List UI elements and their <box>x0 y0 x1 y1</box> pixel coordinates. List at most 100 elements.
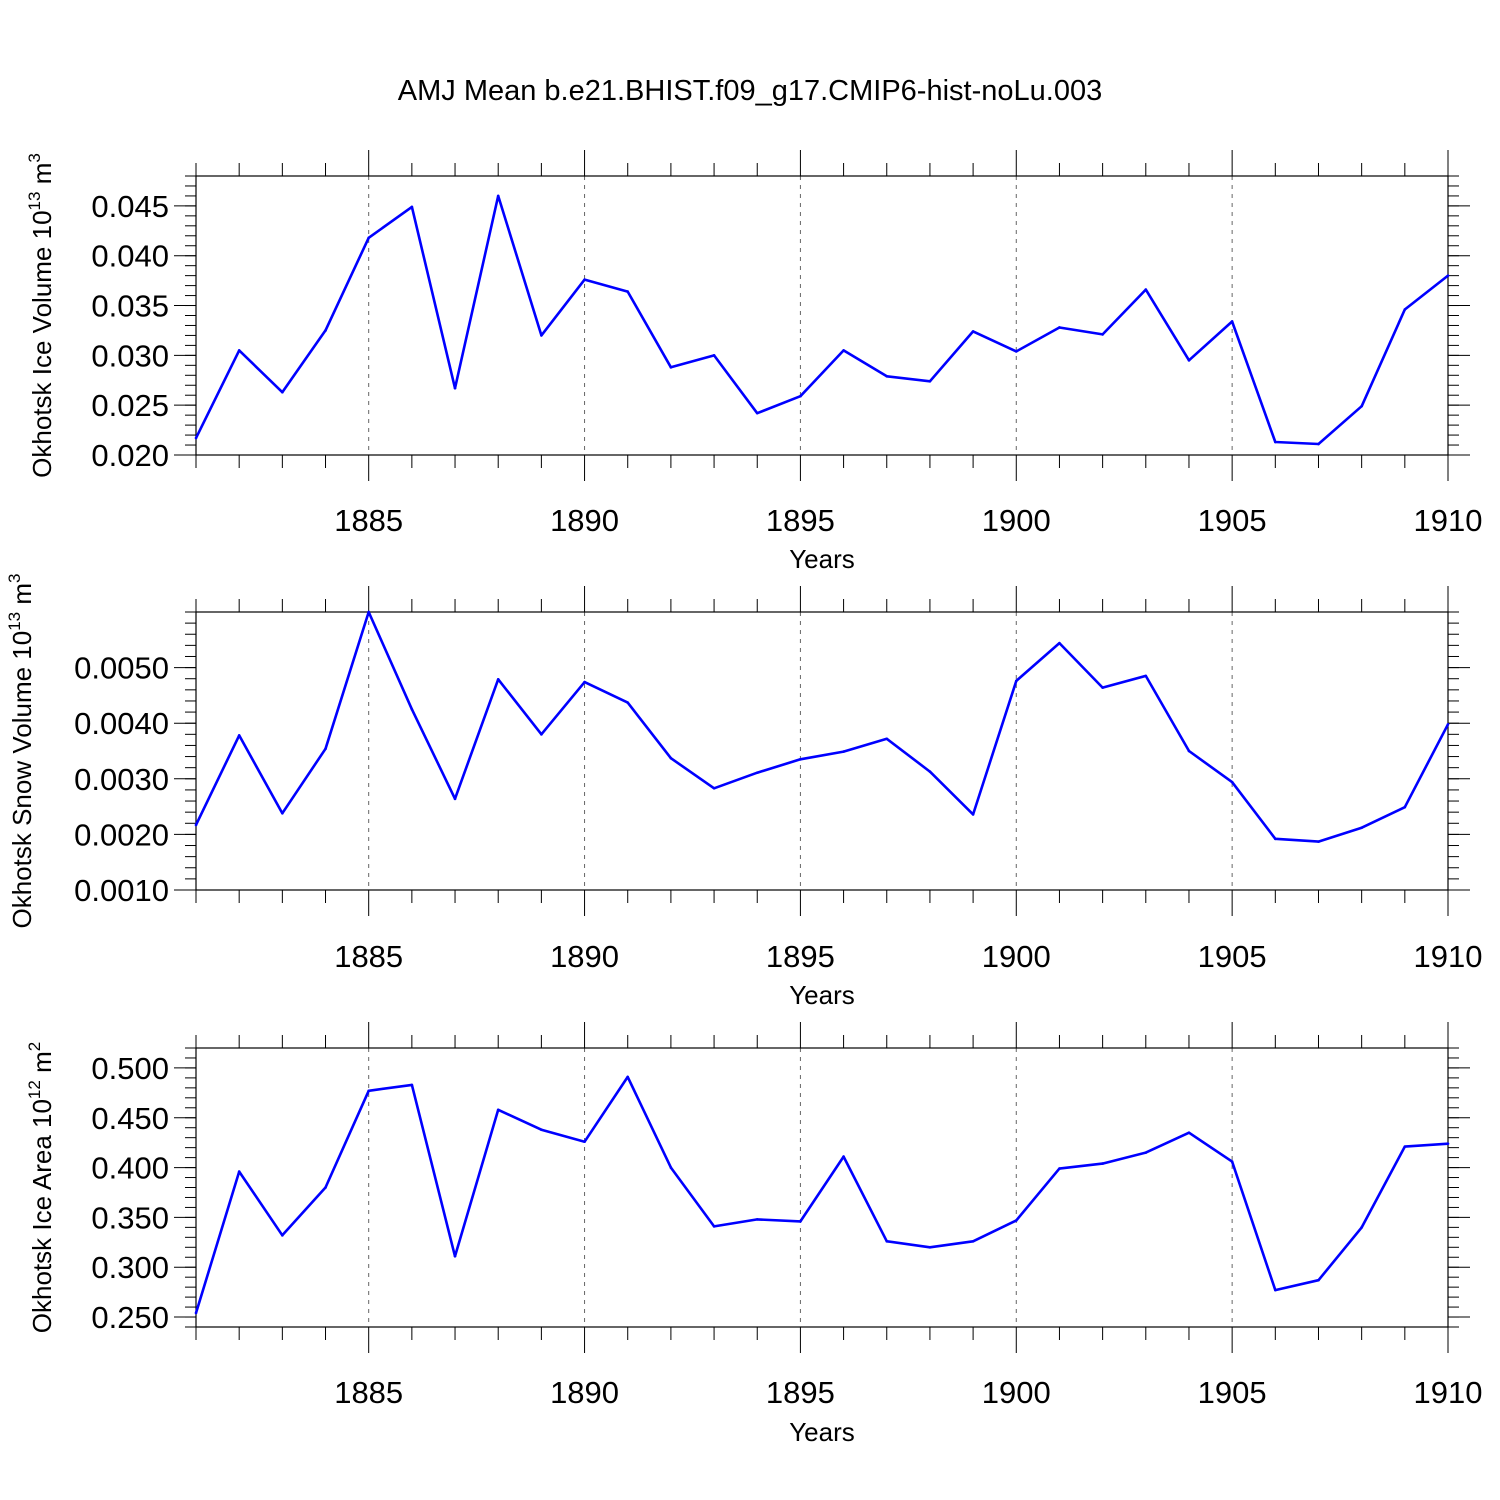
y-tick-label: 0.045 <box>91 189 169 224</box>
data-point <box>669 1166 673 1169</box>
data-point <box>324 1186 327 1189</box>
data-point <box>281 811 284 815</box>
y-tick-label: 0.020 <box>91 438 169 473</box>
data-point <box>1317 1278 1320 1282</box>
data-point <box>194 436 198 440</box>
y-tick-label: 0.0040 <box>74 706 169 741</box>
data-point <box>583 278 586 281</box>
x-tick-label: 1905 <box>1198 1375 1267 1410</box>
data-point <box>626 1075 630 1079</box>
panel-ice-area: 0.250 0.300 0.350 0.400 0.450 0.500 1885 1890 18… <box>25 1022 1482 1447</box>
data-point <box>281 390 284 394</box>
y-tick-label: 0.030 <box>91 338 169 373</box>
x-tick-label: 1885 <box>334 503 403 538</box>
data-point <box>1144 674 1148 678</box>
data-point <box>1360 404 1363 408</box>
x-tick-label: 1885 <box>334 939 403 974</box>
data-point <box>410 205 414 209</box>
data-point <box>1014 350 1018 353</box>
data-point <box>1101 333 1104 336</box>
data-point <box>755 1218 759 1221</box>
data-point <box>1014 1219 1018 1222</box>
y-tick-label: 0.0020 <box>74 817 169 852</box>
data-point <box>1101 1162 1104 1165</box>
data-point <box>237 1170 241 1173</box>
plot-frame <box>195 611 1449 891</box>
data-point <box>1317 442 1320 446</box>
x-tick-label: 1890 <box>550 503 619 538</box>
y-axis-title-ylabel-unit-exp: 3 <box>25 153 44 162</box>
x-tick-label: 1895 <box>766 503 835 538</box>
data-point <box>237 349 241 352</box>
data-point <box>496 677 500 681</box>
x-tick-label: 1900 <box>982 503 1051 538</box>
y-tick-label: 0.450 <box>91 1101 169 1136</box>
y-axis-title: Okhotsk Ice Volume 1013 m3 <box>25 153 57 478</box>
data-point <box>1144 1151 1148 1154</box>
data-point <box>1317 840 1320 843</box>
x-axis-title: Years <box>789 980 855 1010</box>
data-point <box>971 330 975 333</box>
data-point <box>799 758 802 761</box>
data-point <box>1446 723 1450 726</box>
data-point <box>1058 326 1061 329</box>
y-axis-title-ylabel: Okhotsk Snow Volume <box>7 660 37 929</box>
y-axis-title-ylabel-exp: 12 <box>25 1080 44 1099</box>
series-line <box>194 1075 1449 1314</box>
data-point <box>755 411 759 415</box>
data-point <box>1446 274 1450 277</box>
data-point <box>842 349 845 352</box>
data-point <box>842 1155 845 1158</box>
x-tick-label: 1910 <box>1414 503 1483 538</box>
data-point <box>669 366 673 369</box>
data-point <box>496 1108 500 1112</box>
x-tick-label: 1885 <box>334 1375 403 1410</box>
data-point <box>1403 308 1407 311</box>
panel-snow-volume: 0.0010 0.0020 0.0030 0.0040 0.0050 1885 1890 18… <box>5 573 1482 1010</box>
data-point <box>367 610 370 614</box>
y-axis-title-ylabel-unit: m <box>27 1051 57 1080</box>
data-point <box>1274 440 1277 444</box>
y-axis-title-ylabel: Okhotsk Ice Area <box>27 1128 57 1333</box>
y-axis-title-ylabel-exp: 13 <box>5 612 24 631</box>
y-axis-title-ylabel-unit-exp: 3 <box>5 573 24 582</box>
data-point <box>928 379 932 383</box>
data-point <box>1360 1226 1363 1229</box>
y-axis-title-ylabel-power: 10 <box>27 210 57 239</box>
y-axis-title-ylabel-unit: m <box>27 163 57 192</box>
data-point <box>971 813 975 816</box>
data-point <box>583 680 586 684</box>
x-tick-label: 1910 <box>1414 939 1483 974</box>
y-tick-label: 0.0030 <box>74 762 169 797</box>
x-axis-title: Years <box>789 1417 855 1447</box>
x-tick-label: 1910 <box>1414 1375 1483 1410</box>
x-tick-label: 1900 <box>982 939 1051 974</box>
data-point <box>496 194 500 198</box>
plot-frame <box>195 175 1449 456</box>
data-point <box>1101 686 1104 689</box>
data-point <box>1187 1131 1191 1134</box>
x-tick-label: 1895 <box>766 939 835 974</box>
data-point <box>1058 641 1061 645</box>
data-point <box>928 1245 932 1249</box>
y-axis-title-ylabel-unit: m <box>7 583 37 612</box>
x-tick-label: 1890 <box>550 939 619 974</box>
data-point <box>1144 288 1148 291</box>
data-point <box>194 1311 198 1315</box>
data-point <box>1274 837 1277 841</box>
data-point <box>712 1225 716 1228</box>
panels: 0.020 0.025 0.030 0.035 0.040 0.045 1885 1890 18… <box>5 150 1482 1447</box>
data-point <box>1014 679 1018 683</box>
data-point <box>1274 1288 1277 1292</box>
y-tick-label: 0.250 <box>91 1300 169 1335</box>
data-point <box>324 747 327 751</box>
data-point <box>540 334 543 337</box>
x-tick-label: 1890 <box>550 1375 619 1410</box>
y-axis-title: Okhotsk Ice Area 1012 m2 <box>25 1042 57 1333</box>
data-point <box>1187 359 1191 362</box>
data-point <box>453 386 457 390</box>
y-tick-label: 0.0010 <box>74 873 169 908</box>
series-line <box>194 194 1449 446</box>
data-point <box>1230 780 1234 784</box>
y-tick-label: 0.025 <box>91 388 169 423</box>
